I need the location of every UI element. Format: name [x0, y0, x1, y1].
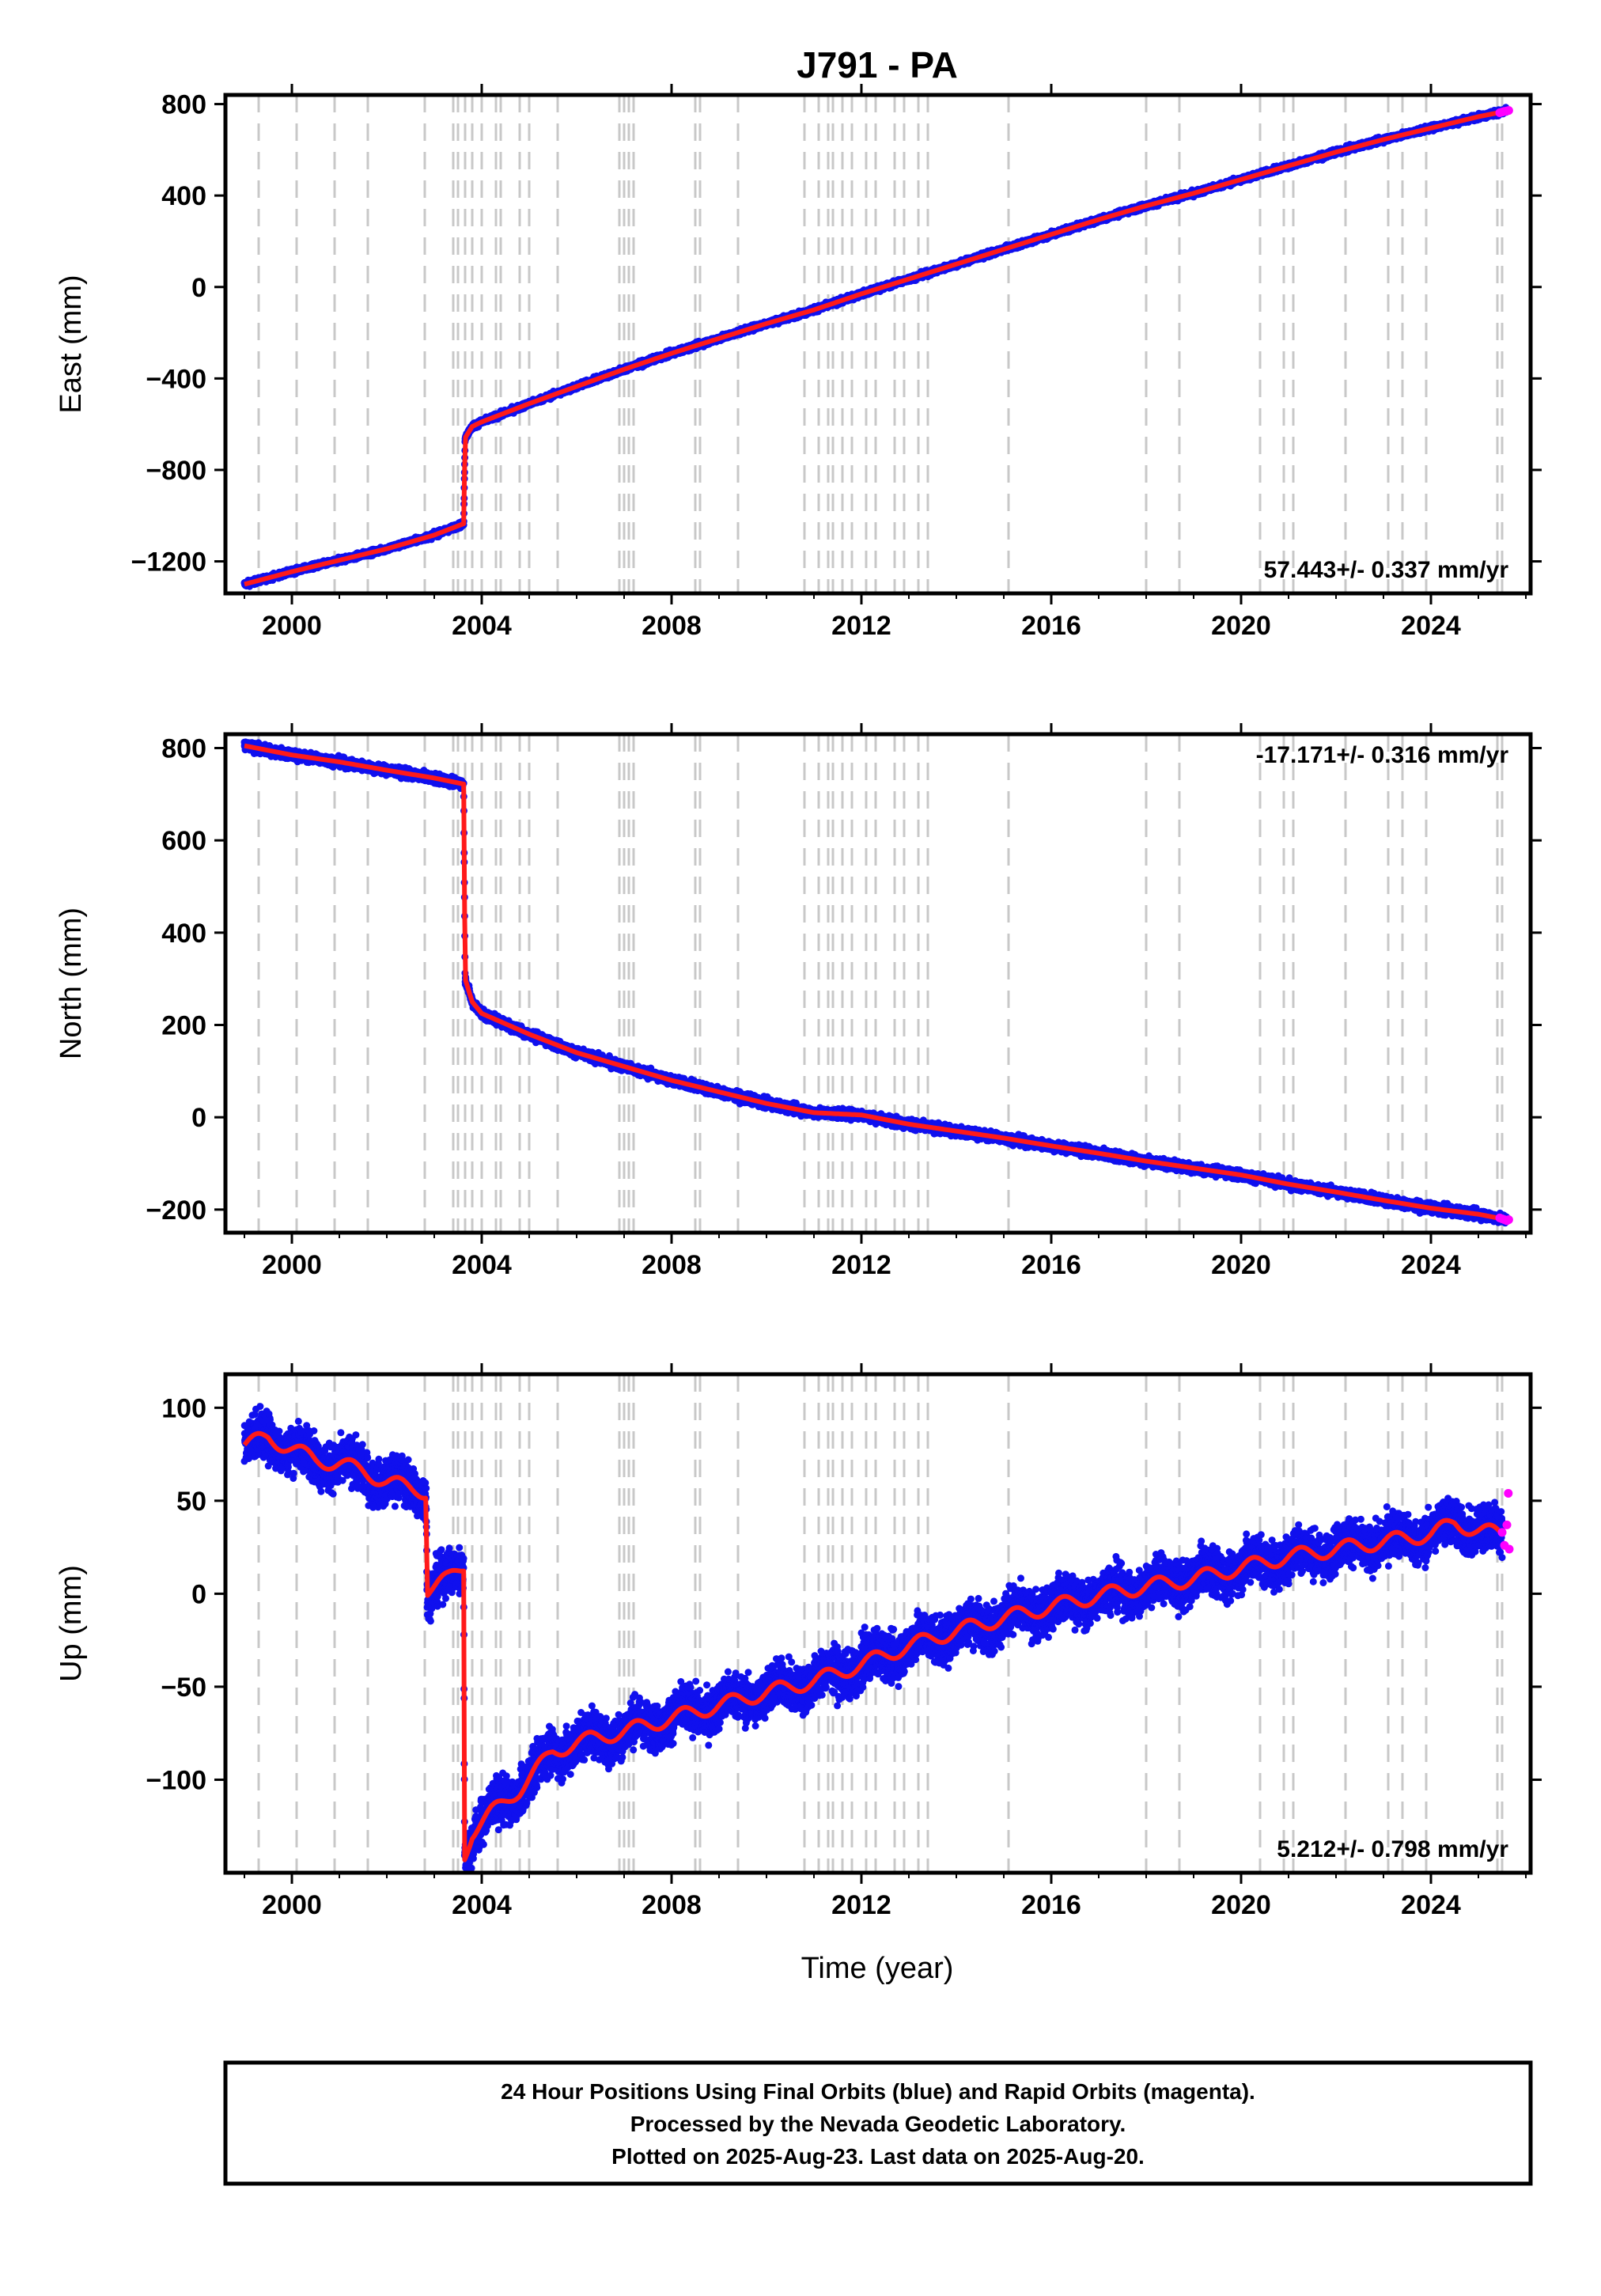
figure-title: J791 - PA [797, 44, 958, 85]
event-lines [257, 95, 1504, 593]
east-panel: 2000 2004 2008 2012 2016 2020 2024−1200−800−40… [55, 84, 1542, 641]
